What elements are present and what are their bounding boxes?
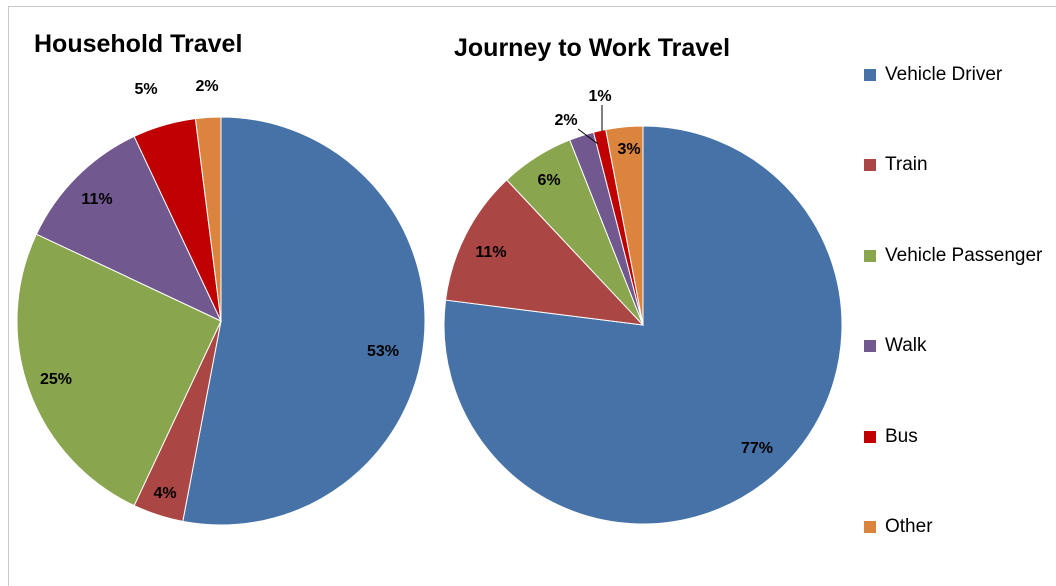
legend-item-vehicle-passenger: Vehicle Passenger [864,244,1042,268]
data-label: 25% [40,371,72,388]
data-label: 53% [367,343,399,360]
slice-vehicle-passenger [16,233,222,507]
slice-other [194,116,222,322]
slice-vehicle-driver [443,125,843,525]
legend-swatch [864,340,876,352]
legend-label: Other [885,516,933,537]
data-label: 77% [741,440,773,457]
legend-item-other: Other [864,515,933,539]
legend-label: Vehicle Driver [885,64,1003,85]
slice-walk [35,135,223,323]
legend-label: Bus [885,426,918,447]
legend-item-vehicle-driver: Vehicle Driver [864,63,1002,87]
data-label: 1% [588,88,611,105]
leader-line [577,128,599,145]
legend-label: Vehicle Passenger [885,245,1043,266]
slice-other [605,125,644,326]
legend-swatch [864,431,876,443]
legend: Vehicle Driver Train Vehicle Passenger Walk… [864,0,1056,572]
household-travel-title: Household Travel [34,30,243,58]
data-label: 4% [153,485,176,502]
slice-vehicle-driver [182,116,426,526]
legend-swatch [864,250,876,262]
data-label: 11% [81,191,112,208]
pie-charts: 53% 4% 25% 11% 5% 2% 77% 11% 6% 2% 1% 3% [16,78,843,526]
legend-swatch [864,69,876,81]
data-label: 2% [554,112,577,129]
data-label: 5% [134,81,157,98]
legend-item-walk: Walk [864,334,927,358]
data-label: 3% [617,141,640,158]
journey-to-work-title: Journey to Work Travel [454,34,731,62]
pie-household-travel: 53% 4% 25% 11% 5% 2% [16,78,426,526]
data-label: 6% [537,172,560,189]
legend-label: Walk [885,335,927,356]
pie-journey-to-work: 77% 11% 6% 2% 1% 3% [443,88,843,525]
legend-item-bus: Bus [864,425,918,449]
chart-area-border [8,6,1056,586]
legend-label: Train [885,154,928,175]
legend-swatch [864,159,876,171]
legend-swatch [864,521,876,533]
data-label: 11% [475,244,506,261]
slice-train [445,179,645,326]
data-label: 2% [195,78,218,95]
legend-item-train: Train [864,153,928,177]
